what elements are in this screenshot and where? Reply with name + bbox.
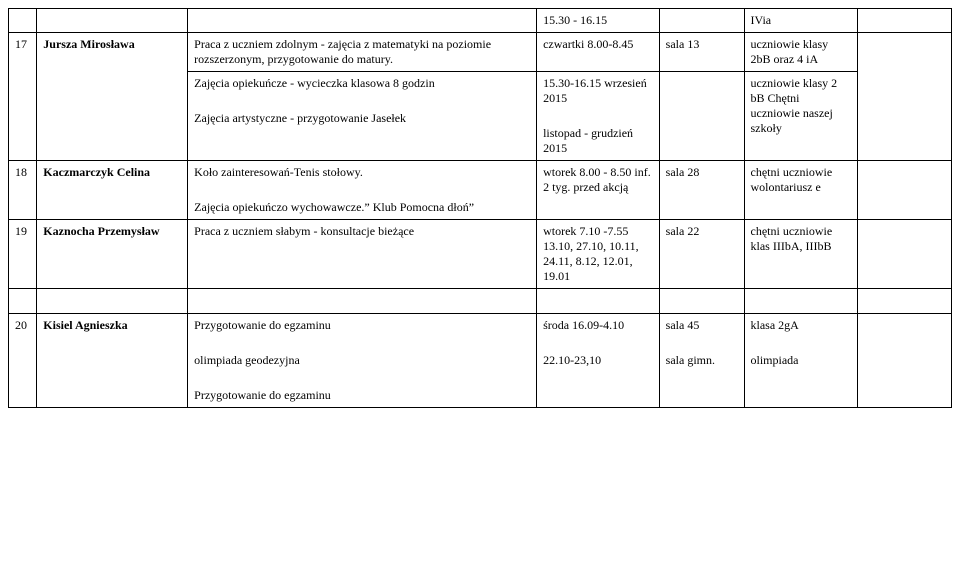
desc-line: olimpiada geodezyjna (194, 353, 530, 368)
cell-desc: Praca z uczniem słabym - konsultacje bie… (188, 220, 537, 289)
cell-room: sala 22 (659, 220, 744, 289)
cell-desc: Koło zainteresowań-Tenis stołowy. Zajęci… (188, 161, 537, 220)
cell-num: 18 (9, 161, 37, 220)
cell-room: sala 28 (659, 161, 744, 220)
desc-line: Zajęcia opiekuńczo wychowawcze.” Klub Po… (194, 200, 530, 215)
cell-time: wtorek 7.10 -7.55 13.10, 27.10, 10.11, 2… (537, 220, 660, 289)
cell-name: Jursza Mirosława (37, 33, 188, 161)
table-row: 19 Kaznocha Przemysław Praca z uczniem s… (9, 220, 952, 289)
cell-room: sala 45 sala gimn. (659, 314, 744, 408)
room-line: sala gimn. (666, 353, 738, 368)
cell (188, 289, 537, 314)
cell-num: 17 (9, 33, 37, 161)
cell-who: chętni uczniowie klas IIIbA, IIIbB (744, 220, 857, 289)
cell (37, 9, 188, 33)
cell-time: wtorek 8.00 - 8.50 inf. 2 tyg. przed akc… (537, 161, 660, 220)
cell-name: Kaznocha Przemysław (37, 220, 188, 289)
cell (857, 9, 951, 33)
cell-num: 19 (9, 220, 37, 289)
cell (857, 289, 951, 314)
cell-who: chętni uczniowie wolontariusz e (744, 161, 857, 220)
cell-time: 15.30 - 16.15 (537, 9, 660, 33)
cell-time: czwartki 8.00-8.45 (537, 33, 660, 72)
cell-who: uczniowie klasy 2 bB Chętni uczniowie na… (744, 72, 857, 161)
cell-desc: Przygotowanie do egzaminu olimpiada geod… (188, 314, 537, 408)
time-line: 15.30-16.15 wrzesień 2015 (543, 76, 653, 106)
desc-line: Przygotowanie do egzaminu (194, 388, 530, 403)
cell-time: środa 16.09-4.10 22.10-23,10 (537, 314, 660, 408)
cell-room: sala 13 (659, 33, 744, 72)
cell (9, 289, 37, 314)
cell (537, 289, 660, 314)
cell-desc: Praca z uczniem zdolnym - zajęcia z mate… (188, 33, 537, 72)
cell-name: Kisiel Agnieszka (37, 314, 188, 408)
room-line: sala 45 (666, 318, 738, 333)
schedule-table: 15.30 - 16.15 IVia 17 Jursza Mirosława P… (8, 8, 952, 408)
cell-time: 15.30-16.15 wrzesień 2015 listopad - gru… (537, 72, 660, 161)
table-row: 17 Jursza Mirosława Praca z uczniem zdol… (9, 33, 952, 72)
cell (659, 9, 744, 33)
cell (744, 289, 857, 314)
cell (659, 289, 744, 314)
table-row: 15.30 - 16.15 IVia (9, 9, 952, 33)
cell (37, 289, 188, 314)
desc-line: Koło zainteresowań-Tenis stołowy. (194, 165, 530, 180)
cell-who: uczniowie klasy 2bB oraz 4 iA (744, 33, 857, 72)
cell-desc: Zajęcia opiekuńcze - wycieczka klasowa 8… (188, 72, 537, 161)
cell-who: IVia (744, 9, 857, 33)
cell (857, 161, 951, 220)
table-row: 18 Kaczmarczyk Celina Koło zainteresowań… (9, 161, 952, 220)
time-line: 22.10-23,10 (543, 353, 653, 368)
cell-num: 20 (9, 314, 37, 408)
who-line: olimpiada (751, 353, 851, 368)
time-line: listopad - grudzień 2015 (543, 126, 653, 156)
cell (9, 9, 37, 33)
cell (857, 220, 951, 289)
table-row: 20 Kisiel Agnieszka Przygotowanie do egz… (9, 314, 952, 408)
desc-line: Zajęcia opiekuńcze - wycieczka klasowa 8… (194, 76, 530, 91)
cell-who: klasa 2gA olimpiada (744, 314, 857, 408)
cell (857, 314, 951, 408)
table-row-spacer (9, 289, 952, 314)
cell-name: Kaczmarczyk Celina (37, 161, 188, 220)
who-line: klasa 2gA (751, 318, 851, 333)
cell (857, 33, 951, 161)
desc-line: Zajęcia artystyczne - przygotowanie Jase… (194, 111, 530, 126)
time-line: środa 16.09-4.10 (543, 318, 653, 333)
cell-room (659, 72, 744, 161)
cell (188, 9, 537, 33)
desc-line: Przygotowanie do egzaminu (194, 318, 530, 333)
